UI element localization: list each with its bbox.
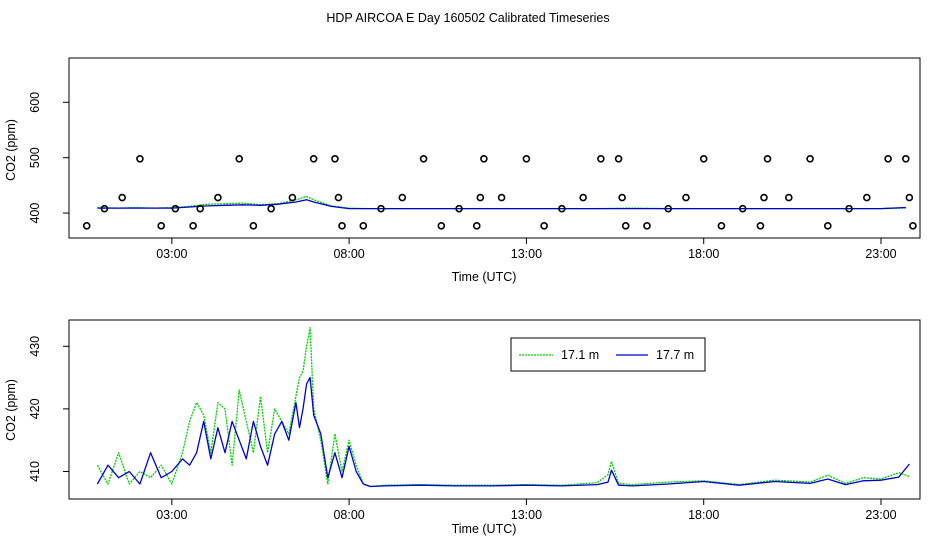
top-y-tick-label: 400: [28, 203, 42, 224]
top-data-point: [157, 222, 165, 230]
top-data-point: [476, 193, 485, 202]
top-data-point: [664, 204, 673, 213]
bottom-x-tick-label: 13:00: [511, 508, 542, 522]
top-data-point: [785, 193, 793, 202]
bottom-y-tick-label: 410: [28, 461, 42, 482]
top-series-line-2: [97, 199, 906, 210]
top-data-point: [614, 155, 623, 163]
top-x-tick-label: 13:00: [511, 247, 542, 261]
top-data-point: [359, 222, 368, 230]
top-data-point: [82, 222, 91, 230]
top-series-line-1: [97, 195, 906, 210]
bottom-x-tick-label: 18:00: [688, 508, 719, 522]
top-data-point: [909, 222, 917, 230]
top-data-point: [579, 193, 587, 202]
top-x-tick-label: 08:00: [333, 247, 364, 261]
top-data-point: [455, 204, 463, 213]
top-data-point: [118, 193, 126, 202]
top-data-point: [756, 222, 765, 230]
top-data-point: [196, 204, 204, 213]
top-points-group: [82, 155, 917, 230]
top-data-point: [267, 204, 275, 213]
bottom-y-tick-label: 430: [28, 336, 42, 357]
top-y-label: CO2 (ppm): [4, 119, 18, 181]
top-data-point: [905, 193, 914, 202]
bottom-x-tick-label: 08:00: [333, 508, 364, 522]
top-data-point: [480, 155, 488, 163]
top-panel: 03:00 08:00 13:00 18:00 23:00 400 500 600 Time…: [4, 57, 921, 284]
bottom-series-line-1: [96, 326, 910, 488]
bottom-series-line-2: [96, 376, 910, 488]
top-data-point: [540, 222, 548, 230]
top-data-point: [597, 155, 605, 163]
top-data-point: [136, 155, 144, 163]
top-x-label: Time (UTC): [452, 270, 517, 284]
top-x-tick-label: 03:00: [156, 247, 187, 261]
top-data-point: [214, 193, 222, 202]
bottom-y-axis: 410 420 430: [28, 336, 69, 482]
top-data-point: [398, 193, 407, 202]
top-x-tick-label: 18:00: [688, 247, 719, 261]
top-data-point: [331, 155, 339, 163]
top-data-point: [249, 222, 258, 230]
top-x-axis: 03:00 08:00 13:00 18:00 23:00: [156, 238, 897, 261]
top-data-point: [682, 193, 690, 202]
top-data-point: [738, 204, 747, 213]
bottom-x-axis: 03:00 08:00 13:00 18:00 23:00: [156, 499, 897, 522]
top-data-point: [558, 204, 566, 213]
top-data-point: [309, 155, 318, 163]
top-data-point: [717, 222, 726, 230]
top-data-point: [189, 222, 197, 230]
top-data-point: [497, 193, 506, 202]
top-y-axis: 400 500 600: [28, 92, 69, 224]
legend-label-17-1: 17.1 m: [561, 348, 599, 362]
top-data-point: [618, 193, 626, 202]
chart-title: HDP AIRCOA E Day 160502 Calibrated Times…: [326, 11, 609, 25]
bottom-x-label: Time (UTC): [452, 522, 517, 536]
top-data-point: [171, 204, 180, 213]
bottom-plot-box: [68, 319, 921, 500]
top-data-point: [235, 155, 243, 163]
bottom-x-tick-label: 23:00: [865, 508, 896, 522]
bottom-y-label: CO2 (ppm): [4, 379, 18, 441]
top-data-point: [338, 222, 346, 230]
top-x-tick-label: 23:00: [865, 247, 896, 261]
bottom-panel: 03:00 08:00 13:00 18:00 23:00 410 420 430 Time…: [4, 319, 921, 536]
bottom-series-group: [96, 326, 910, 488]
top-data-point: [845, 204, 853, 213]
top-data-point: [621, 222, 630, 230]
top-data-point: [902, 155, 910, 163]
top-data-point: [824, 222, 832, 230]
top-data-point: [419, 155, 428, 163]
top-data-point: [806, 155, 814, 163]
top-data-point: [522, 155, 531, 163]
top-data-point: [760, 193, 768, 202]
top-data-point: [377, 204, 385, 213]
top-y-tick-label: 500: [28, 147, 42, 168]
top-data-point: [288, 193, 297, 202]
top-series-group: [97, 195, 906, 210]
top-plot-box: [68, 57, 921, 239]
top-data-point: [334, 193, 343, 202]
top-data-point: [763, 155, 772, 163]
top-data-point: [437, 222, 446, 230]
legend-label-17-7: 17.7 m: [656, 348, 694, 362]
top-data-point: [472, 222, 481, 230]
legend: 17.1 m 17.7 m: [510, 337, 706, 372]
top-data-point: [884, 155, 892, 163]
top-y-tick-label: 600: [28, 92, 42, 113]
top-data-point: [863, 193, 871, 202]
top-data-point: [699, 155, 708, 163]
bottom-x-tick-label: 03:00: [156, 508, 187, 522]
top-data-point: [100, 204, 109, 213]
top-data-point: [643, 222, 651, 230]
bottom-y-tick-label: 420: [28, 398, 42, 419]
